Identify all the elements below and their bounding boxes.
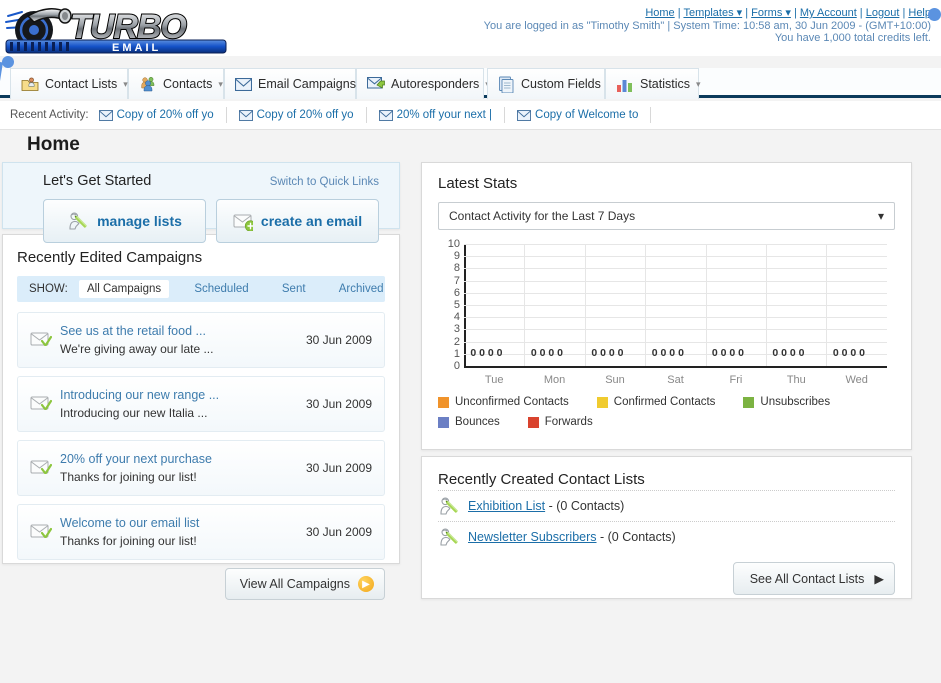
svg-text:EMAIL: EMAIL [112,42,161,54]
